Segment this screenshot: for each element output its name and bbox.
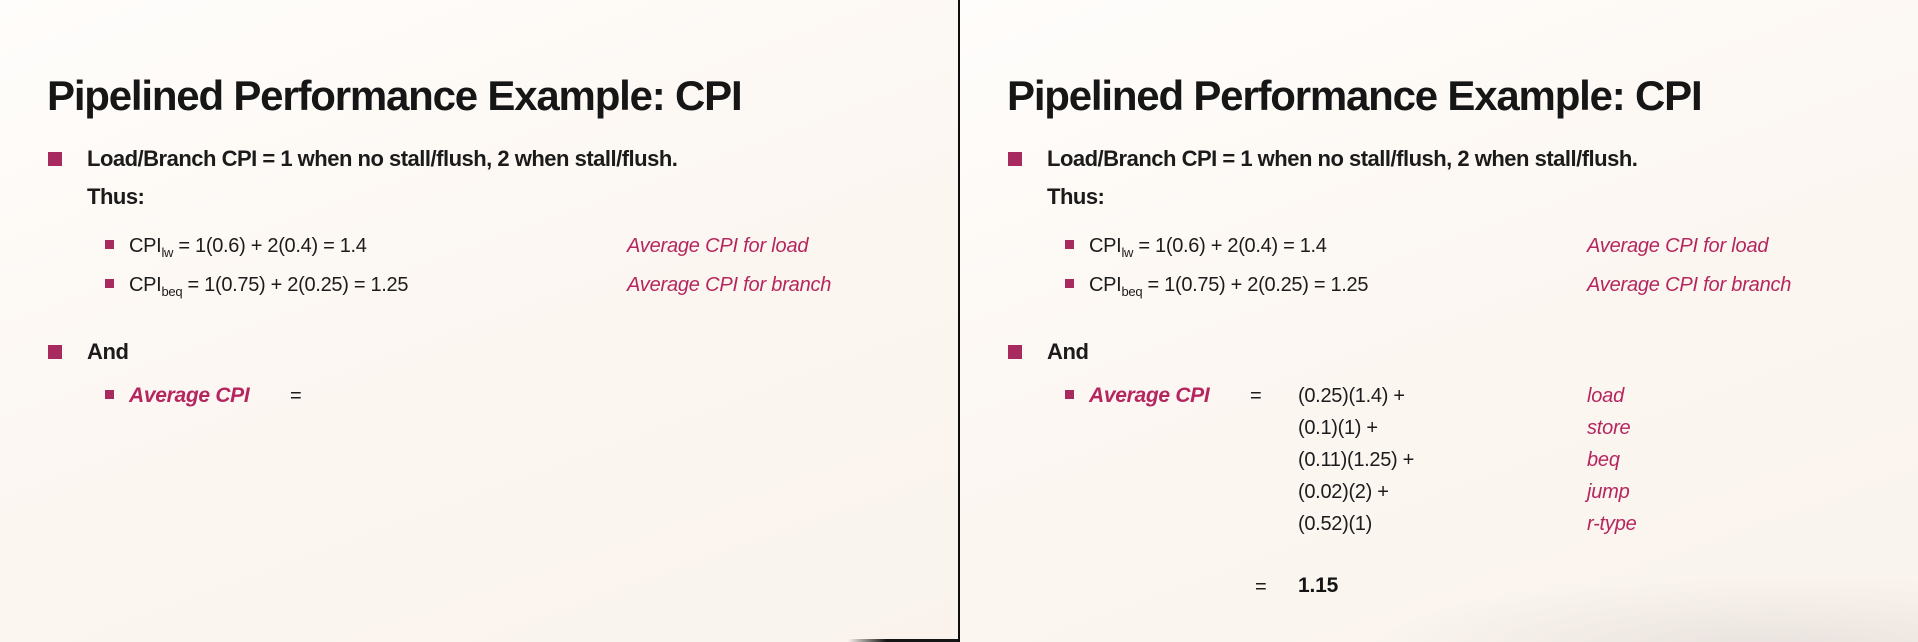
cpi-lw-sub: lw bbox=[1121, 245, 1134, 260]
cpi-lw-formula: CPIlw = 1(0.6) + 2(0.4) = 1.4 bbox=[1089, 233, 1327, 259]
sub-bullet-square-icon bbox=[1065, 240, 1074, 249]
page-title: Pipelined Performance Example: CPI bbox=[1007, 72, 1703, 120]
note-jump-type: jump bbox=[1587, 481, 1630, 503]
main-bullet-line1: Load/Branch CPI = 1 when no stall/flush,… bbox=[1047, 146, 1638, 171]
cpi-beq-pre: CPI bbox=[1089, 274, 1122, 296]
note-load-type: load bbox=[1587, 385, 1625, 407]
cpi-lw-post: = 1(0.6) + 2(0.4) = 1.4 bbox=[173, 235, 367, 257]
equation-term-beq: (0.11)(1.25) + bbox=[1298, 449, 1415, 471]
slide-right: Pipelined Performance Example: CPI Load/… bbox=[960, 0, 1918, 642]
sub-bullet-square-icon bbox=[105, 240, 114, 249]
cpi-lw-pre: CPI bbox=[129, 235, 162, 257]
average-cpi-label: Average CPI bbox=[129, 384, 250, 407]
sub-bullet-square-icon bbox=[105, 279, 114, 288]
cpi-beq-post: = 1(0.75) + 2(0.25) = 1.25 bbox=[182, 274, 409, 296]
cpi-lw-pre: CPI bbox=[1089, 235, 1122, 257]
equation-term-store: (0.1)(1) + bbox=[1298, 417, 1378, 439]
note-beq-type: beq bbox=[1587, 449, 1620, 471]
main-bullet-text: Load/Branch CPI = 1 when no stall/flush,… bbox=[87, 140, 807, 216]
average-cpi-equals: = bbox=[1250, 385, 1262, 407]
main-bullet-line2: Thus: bbox=[87, 184, 145, 209]
result-value: 1.15 bbox=[1298, 574, 1339, 597]
note-rtype-type: r-type bbox=[1587, 513, 1637, 535]
cpi-beq-formula: CPIbeq = 1(0.75) + 2(0.25) = 1.25 bbox=[129, 272, 409, 299]
equation-term-jump: (0.02)(2) + bbox=[1298, 481, 1389, 503]
bullet-square-icon bbox=[1008, 345, 1022, 359]
note-store-type: store bbox=[1587, 417, 1631, 439]
cpi-lw-post: = 1(0.6) + 2(0.4) = 1.4 bbox=[1133, 235, 1327, 257]
sub-bullet-square-icon bbox=[1065, 390, 1074, 399]
cpi-lw-formula: CPIlw = 1(0.6) + 2(0.4) = 1.4 bbox=[129, 233, 367, 259]
and-bullet: And bbox=[1047, 339, 1089, 364]
main-bullet-line2: Thus: bbox=[1047, 184, 1105, 209]
cpi-beq-pre: CPI bbox=[129, 274, 162, 296]
average-cpi-equals: = bbox=[290, 385, 302, 407]
bullet-square-icon bbox=[1008, 152, 1022, 166]
bullet-square-icon bbox=[48, 152, 62, 166]
main-bullet-line1: Load/Branch CPI = 1 when no stall/flush,… bbox=[87, 146, 678, 171]
bullet-square-icon bbox=[48, 345, 62, 359]
cpi-beq-post: = 1(0.75) + 2(0.25) = 1.25 bbox=[1142, 274, 1369, 296]
note-load: Average CPI for load bbox=[1587, 235, 1769, 257]
note-branch: Average CPI for branch bbox=[627, 274, 832, 296]
main-bullet-text: Load/Branch CPI = 1 when no stall/flush,… bbox=[1047, 140, 1767, 216]
cpi-beq-sub: beq bbox=[161, 284, 183, 299]
note-load: Average CPI for load bbox=[627, 235, 809, 257]
cpi-beq-formula: CPIbeq = 1(0.75) + 2(0.25) = 1.25 bbox=[1089, 272, 1369, 299]
slide-divider bbox=[958, 0, 960, 642]
slide-bottom-sheen bbox=[960, 572, 1918, 642]
cpi-lw-sub: lw bbox=[161, 245, 174, 260]
result-equals: = bbox=[1255, 576, 1267, 598]
equation-term-load: (0.25)(1.4) + bbox=[1298, 385, 1405, 407]
note-branch: Average CPI for branch bbox=[1587, 274, 1792, 296]
sub-bullet-square-icon bbox=[1065, 279, 1074, 288]
and-bullet: And bbox=[87, 339, 129, 364]
sub-bullet-square-icon bbox=[105, 390, 114, 399]
page-title: Pipelined Performance Example: CPI bbox=[47, 72, 743, 120]
slide-left: Pipelined Performance Example: CPI Load/… bbox=[0, 0, 958, 642]
average-cpi-label: Average CPI bbox=[1089, 384, 1210, 407]
cpi-beq-sub: beq bbox=[1121, 284, 1143, 299]
slide-bottom-edge bbox=[848, 639, 958, 642]
equation-term-rtype: (0.52)(1) bbox=[1298, 513, 1372, 535]
